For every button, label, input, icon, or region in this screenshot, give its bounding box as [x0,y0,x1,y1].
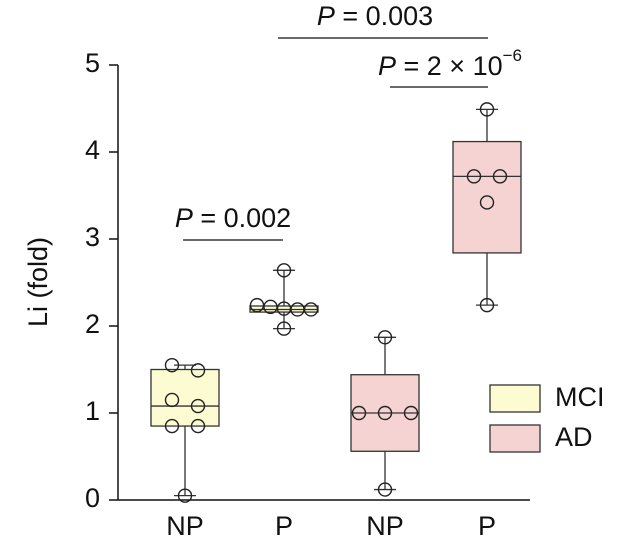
y-tick-label: 0 [85,483,100,513]
data-point [377,405,393,421]
y-tick-label: 4 [85,135,100,165]
data-point [479,297,495,313]
data-point [164,357,180,373]
data-point [377,330,393,345]
data-point [177,488,193,503]
p-value: = 0.003 [342,1,433,31]
legend-label: AD [555,422,593,452]
p-value-label: P = 0.003 [317,1,433,31]
data-point [303,302,319,317]
x-tick-label: NP [166,511,204,541]
data-point [190,398,206,414]
box [452,140,522,254]
data-point [479,102,495,117]
data-point [276,321,292,336]
x-tick-label: NP [366,511,404,541]
p-symbol: P [317,1,335,31]
p-value: = 0.002 [200,203,291,233]
y-tick-label: 1 [85,396,100,426]
data-point [263,299,278,315]
y-tick-label: 2 [85,309,100,339]
y-axis-label: Li (fold) [23,237,53,327]
data-point [190,418,206,434]
p-value-label: P = 2 × 10−6 [378,46,522,81]
box [150,368,220,427]
data-point [492,169,508,184]
legend-label: MCI [555,382,605,412]
legend-swatch [489,424,541,453]
p-symbol: P [378,51,396,81]
y-tick-label: 5 [85,48,100,78]
legend-swatch [489,384,541,413]
data-point [164,392,180,408]
data-point [377,482,393,497]
data-point [479,195,495,210]
data-point [276,263,292,278]
data-point [190,363,206,378]
p-exponent: −6 [503,46,522,65]
y-tick-label: 3 [85,222,100,252]
p-value-label: P = 0.002 [175,203,291,233]
data-point [351,405,367,421]
data-point [164,418,180,434]
x-tick-label: P [478,511,496,541]
data-point [466,169,482,184]
p-value: = 2 × 10 [404,51,503,81]
data-point [249,297,265,313]
x-tick-label: P [275,511,293,541]
data-point [403,405,419,421]
p-symbol: P [175,203,193,233]
